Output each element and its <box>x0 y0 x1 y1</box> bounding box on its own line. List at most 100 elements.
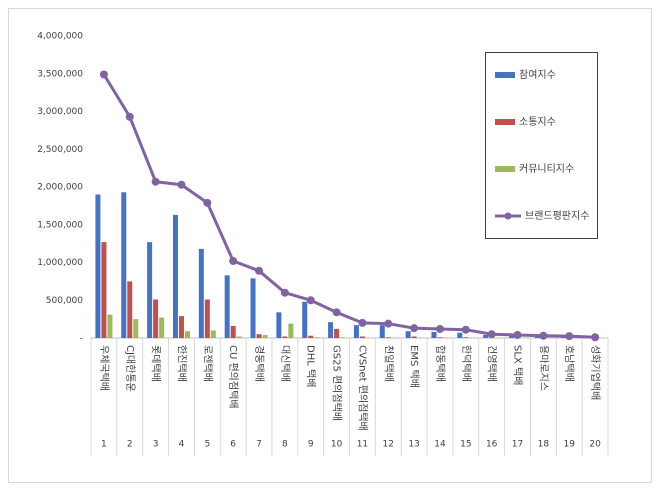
line-marker <box>591 333 599 341</box>
category-number: 16 <box>486 440 498 450</box>
line-marker <box>177 181 185 189</box>
category-number: 1 <box>101 440 107 450</box>
bar <box>412 336 417 338</box>
line-marker <box>436 325 444 333</box>
line-marker <box>307 296 315 304</box>
x-tick-label: 합동택배 <box>434 345 446 382</box>
bar <box>211 330 216 338</box>
legend-label: 브랜드평판지수 <box>525 210 589 222</box>
category-number: 11 <box>357 440 368 450</box>
category-number: 14 <box>434 440 446 450</box>
legend-swatch-marker <box>505 213 512 220</box>
y-tick-label: 1,000,000 <box>37 258 83 268</box>
bar <box>380 325 385 338</box>
category-number: 10 <box>331 440 343 450</box>
legend-swatch <box>495 119 515 125</box>
bar <box>185 331 190 338</box>
y-tick-label: 1,500,000 <box>37 220 83 230</box>
category-number: 19 <box>563 440 575 450</box>
x-tick-label: 한진택배 <box>175 345 187 382</box>
bar <box>360 336 365 338</box>
line-marker <box>255 267 263 275</box>
legend-label: 소통지수 <box>519 116 556 128</box>
bar <box>257 334 262 338</box>
bar <box>483 335 488 338</box>
x-tick-label: 대신택배 <box>279 345 291 382</box>
category-number: 13 <box>408 440 419 450</box>
line-marker <box>229 257 237 265</box>
line-marker <box>203 199 211 207</box>
line-marker <box>333 308 341 316</box>
bar <box>263 335 268 338</box>
y-tick-label: 2,500,000 <box>37 145 83 155</box>
category-number: 12 <box>383 440 394 450</box>
x-tick-label: SLX 택배 <box>512 345 524 385</box>
category-number: 9 <box>308 440 314 450</box>
category-number: 3 <box>153 440 159 450</box>
bar <box>302 302 307 338</box>
y-tick-label: 3,500,000 <box>37 69 83 79</box>
line-marker <box>462 326 470 334</box>
bar <box>314 337 319 338</box>
line-marker <box>100 71 108 79</box>
y-tick-label: 500,000 <box>46 296 83 306</box>
line-marker <box>126 113 134 121</box>
x-tick-label: 경동택배 <box>253 345 266 382</box>
x-tick-label: CVSnet 편의점택배 <box>356 345 368 431</box>
line-marker <box>384 320 392 328</box>
x-tick-label: GS25 편의점택배 <box>331 345 343 421</box>
bar <box>276 312 281 338</box>
y-tick-label: 4,000,000 <box>37 32 83 42</box>
bar <box>354 325 359 338</box>
x-tick-label: 성화기업택배 <box>589 345 602 400</box>
bar <box>199 249 204 338</box>
bar <box>101 242 106 338</box>
bar <box>431 332 436 338</box>
x-tick-label: DHL 택배 <box>305 345 317 387</box>
bar <box>133 319 138 338</box>
legend-label: 참여지수 <box>519 69 556 81</box>
y-tick-label: 3,000,000 <box>37 107 83 117</box>
legend-swatch <box>495 166 515 172</box>
bar <box>173 215 178 338</box>
x-tick-label: 롯데택배 <box>150 345 162 382</box>
bar <box>463 337 468 338</box>
legend-label: 커뮤니티지수 <box>519 163 574 175</box>
line-marker <box>539 332 547 340</box>
x-tick-label: EMS 택배 <box>408 345 420 388</box>
x-tick-label: CU 편의점택배 <box>227 345 239 408</box>
x-tick-label: CJ대한통운 <box>124 345 136 392</box>
line-marker <box>358 319 366 327</box>
category-number: 4 <box>179 440 185 450</box>
category-number: 5 <box>204 440 210 450</box>
bar <box>127 281 132 338</box>
bar <box>282 336 287 338</box>
bar <box>147 242 152 338</box>
category-number: 17 <box>512 440 523 450</box>
category-number: 8 <box>282 440 288 450</box>
x-tick-label: 호남택배 <box>563 345 575 382</box>
x-tick-label: 건영택배 <box>486 345 498 382</box>
bar <box>340 337 345 338</box>
bar <box>231 326 236 338</box>
y-tick-label: 2,000,000 <box>37 183 83 193</box>
line-marker <box>152 178 160 186</box>
category-number: 20 <box>589 440 601 450</box>
category-number: 18 <box>538 440 550 450</box>
bar <box>406 331 411 338</box>
bar <box>251 278 256 338</box>
bar <box>237 336 242 338</box>
bar <box>457 333 462 338</box>
bar <box>153 299 158 338</box>
line-marker <box>281 289 289 297</box>
bar <box>288 324 293 338</box>
bar <box>308 336 313 338</box>
category-number: 15 <box>460 440 471 450</box>
x-tick-label: 용마로지스 <box>537 345 549 391</box>
x-tick-label: 로젠택배 <box>201 345 213 382</box>
bar <box>437 337 442 338</box>
line-marker <box>488 330 496 338</box>
x-tick-label: 우체국택배 <box>98 345 110 391</box>
